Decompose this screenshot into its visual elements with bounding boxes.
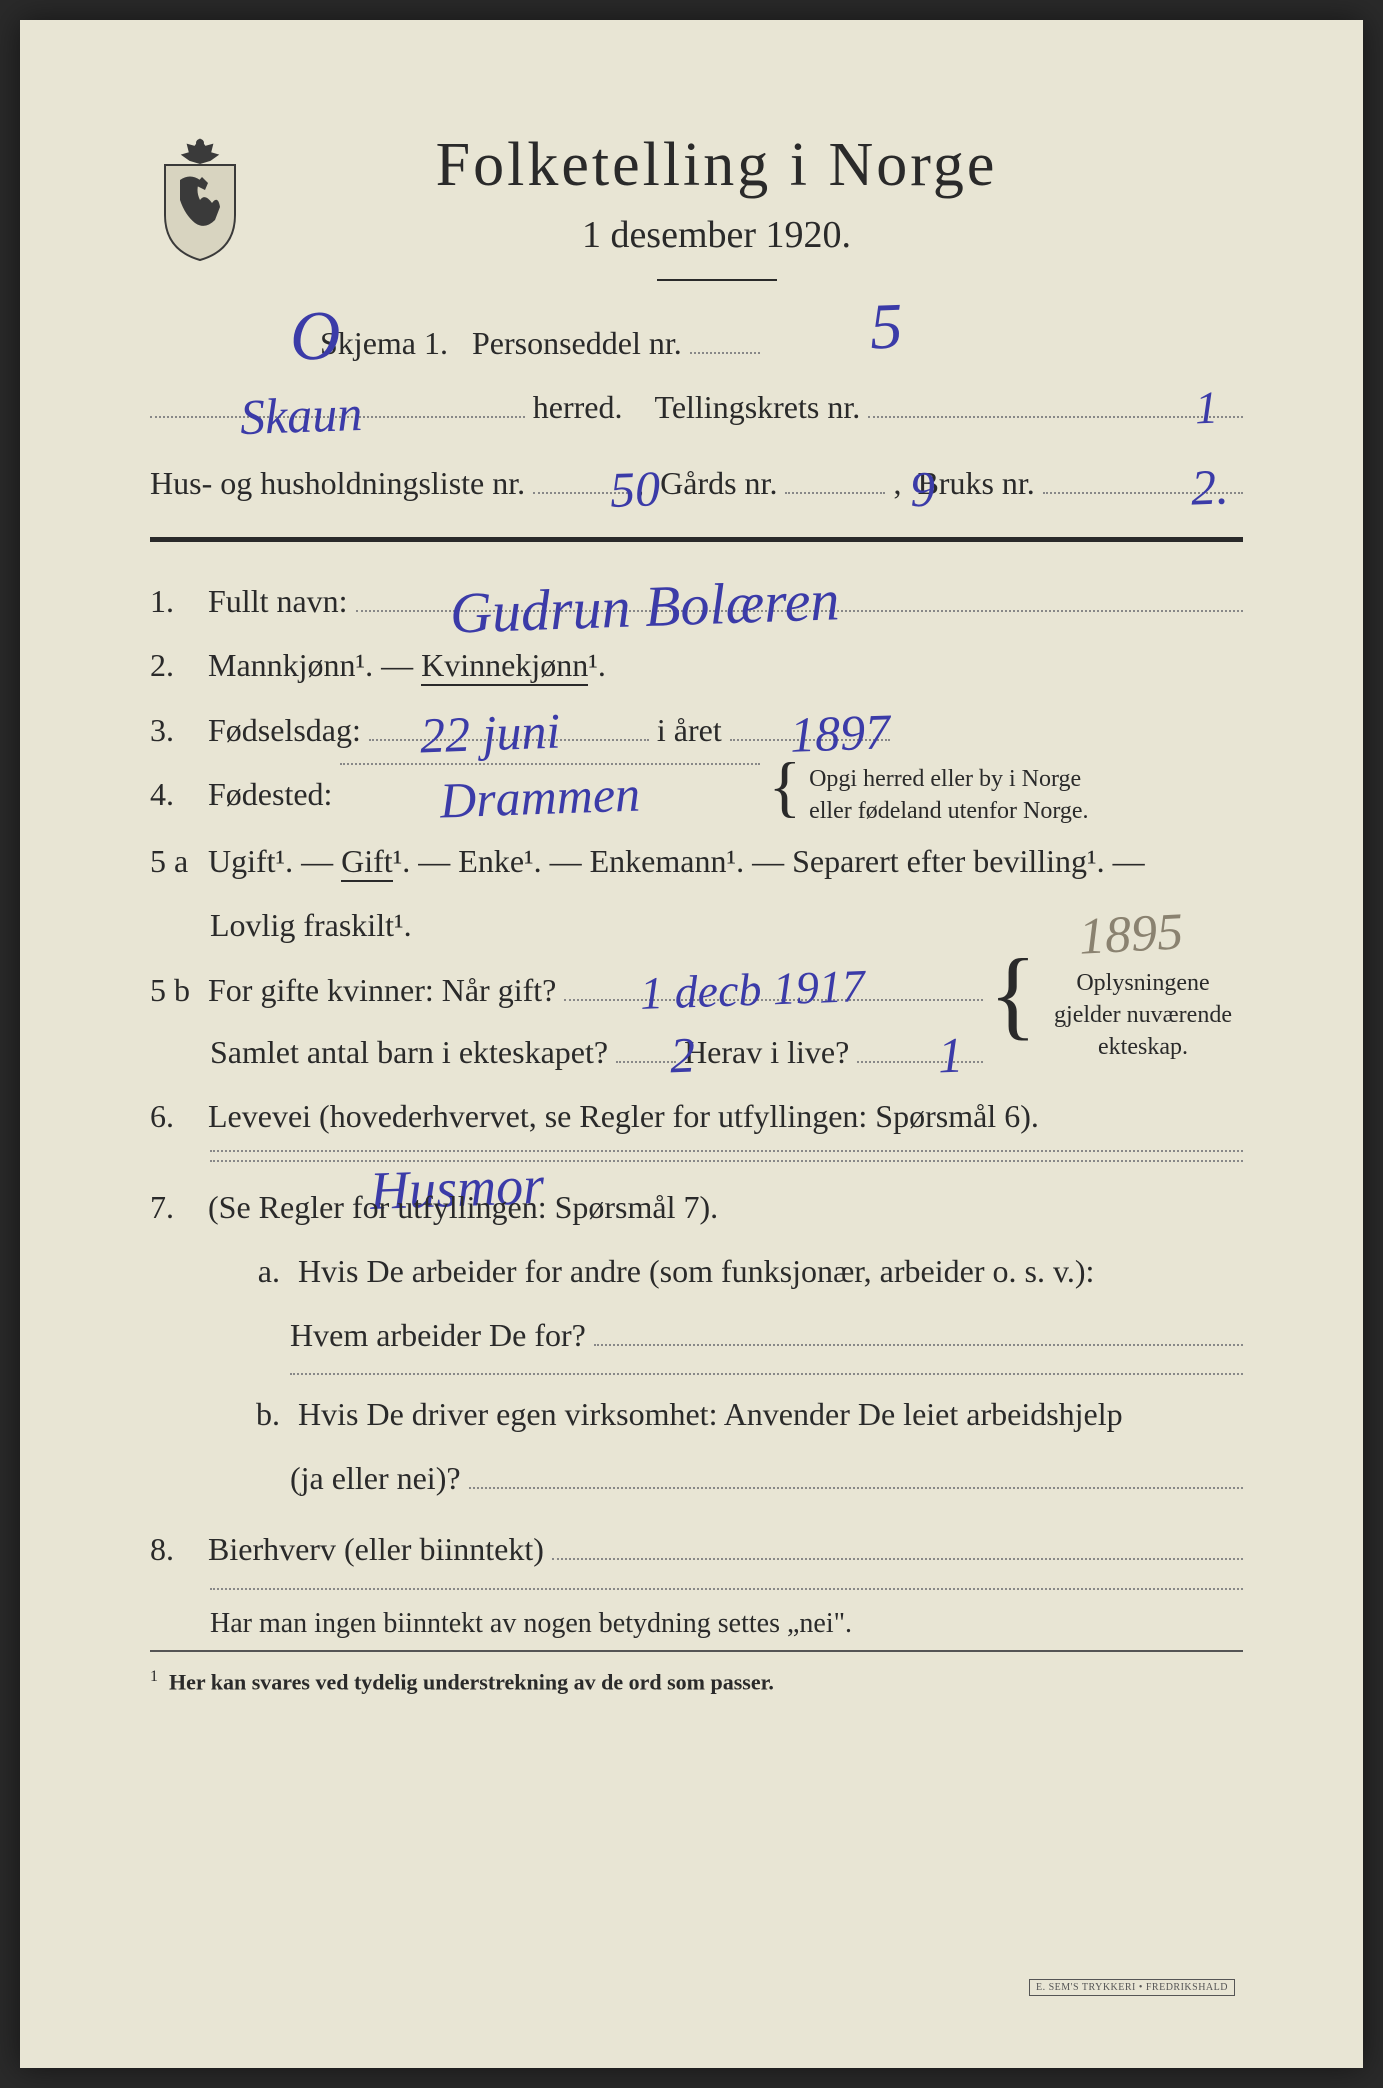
brace-icon: {: [768, 763, 801, 811]
q3-label: Fødselsdag:: [208, 699, 361, 761]
q7b-label: Hvis De driver egen virksomhet: Anvender…: [298, 1396, 1123, 1432]
hus-liste-label: Hus- og husholdningsliste nr.: [150, 448, 525, 518]
q7-row: 7. (Se Regler for utfyllingen: Spørsmål …: [150, 1176, 1243, 1238]
q8-field: [552, 1558, 1243, 1560]
q8-label: Bierhverv (eller biinntekt): [208, 1518, 544, 1580]
q4-note: Opgi herred eller by i Norge eller fødel…: [809, 763, 1088, 828]
q8-num: 8.: [150, 1518, 200, 1580]
q5b-note: Oplysningene gjelder nuværende ekteskap.: [1043, 959, 1243, 1064]
q5a-row1: 5 a Ugift¹. — Gift¹. — Enke¹. — Enkemann…: [150, 830, 1243, 892]
q7a-field: [594, 1344, 1243, 1346]
q7-num: 7.: [150, 1176, 200, 1238]
q7b-num: b.: [240, 1383, 290, 1445]
q3-year-label: i året: [657, 699, 722, 761]
personseddel-value: 5: [869, 289, 904, 365]
q6-num: 6.: [150, 1085, 200, 1147]
q5a-options: Ugift¹. —: [208, 843, 341, 879]
q4-row: 4. Fødested: Drammen { Opgi herred eller…: [150, 763, 1243, 828]
footer-note: Har man ingen biinntekt av nogen betydni…: [150, 1608, 1243, 1640]
tellingskrets-field: [868, 416, 1243, 418]
q7a-label: Hvis De arbeider for andre (som funksjon…: [298, 1253, 1094, 1289]
q7a-q-row: Hvem arbeider De for?: [150, 1304, 1243, 1366]
herred-label: herred.: [533, 372, 623, 442]
q5b-label1: For gifte kvinner: Når gift?: [208, 959, 556, 1021]
footnote-text: Her kan svares ved tydelig understreknin…: [169, 1669, 774, 1694]
q2-num: 2.: [150, 634, 200, 696]
q5a-line2: Lovlig fraskilt¹.: [210, 907, 412, 943]
q5b-row1: 5 b For gifte kvinner: Når gift? 1 decb …: [150, 959, 1243, 1084]
q5a-rest: ¹. — Enke¹. — Enkemann¹. — Separert efte…: [393, 843, 1145, 879]
q5b-note1: Oplysningene: [1076, 970, 1209, 996]
personseddel-label: Personseddel nr.: [472, 325, 682, 361]
hus-liste-value: 50: [608, 434, 662, 546]
form-meta-line3: Hus- og husholdningsliste nr. 50, Gårds …: [150, 448, 1243, 518]
q5b-label3: Herav i live?: [684, 1021, 849, 1083]
q7a-blank: [150, 1373, 1243, 1375]
q1-label: Fullt navn:: [208, 570, 348, 632]
q3-row: 3. Fødselsdag: 22 juni i året 1897: [150, 699, 1243, 761]
q7a-row: a. Hvis De arbeider for andre (som funks…: [150, 1240, 1243, 1302]
q5b-note2: gjelder nuværende: [1054, 1002, 1232, 1028]
header: Folketelling i Norge 1 desember 1920.: [150, 130, 1243, 307]
q2-sup: ¹.: [588, 647, 606, 683]
q7b-q: (ja eller nei)?: [290, 1447, 461, 1509]
q3-num: 3.: [150, 699, 200, 761]
q4-label: Fødested:: [208, 763, 332, 825]
q6-label: Levevei (hovederhvervet, se Regler for u…: [208, 1098, 1039, 1134]
subtitle: 1 desember 1920.: [280, 213, 1153, 257]
q7b-field: [469, 1487, 1243, 1489]
q7b-row: b. Hvis De driver egen virksomhet: Anven…: [150, 1383, 1243, 1445]
bruks-value: 2.: [1189, 432, 1230, 543]
tellingskrets-label: Tellingskrets nr.: [655, 372, 861, 442]
gards-label: Gårds nr.: [660, 448, 777, 518]
q6-field2: [210, 1160, 1243, 1162]
q5b-num: 5 b: [150, 959, 200, 1021]
q5a-gift: Gift: [341, 843, 393, 882]
q6-field: [210, 1150, 1243, 1152]
q4-note2: eller fødeland utenfor Norge.: [809, 798, 1088, 824]
divider: [657, 279, 777, 281]
q5a-num: 5 a: [150, 830, 200, 892]
q8-row: 8. Bierhverv (eller biinntekt): [150, 1518, 1243, 1580]
q5b-note3: ekteskap.: [1098, 1034, 1188, 1060]
q7a-num: a.: [240, 1240, 290, 1302]
q4-num: 4.: [150, 763, 200, 825]
thick-rule: [150, 537, 1243, 542]
census-form-page: Folketelling i Norge 1 desember 1920. O …: [20, 20, 1363, 2068]
q4-note1: Opgi herred eller by i Norge: [809, 766, 1081, 792]
personseddel-field: [690, 352, 760, 354]
form-meta-line2: Skaun herred. Tellingskrets nr. 1: [150, 372, 1243, 442]
q6-value-row: Husmor: [150, 1150, 1243, 1152]
q6-row: 6. Levevei (hovederhvervet, se Regler fo…: [150, 1085, 1243, 1147]
brace-icon: {: [989, 959, 1037, 1029]
footnote-num: 1: [150, 1668, 158, 1685]
q8-blank: [150, 1588, 1243, 1590]
foot-rule: [150, 1650, 1243, 1652]
gards-value: 9: [908, 434, 937, 545]
coat-of-arms-icon: [150, 135, 250, 265]
form-meta-line1: O Skjema 1. Personseddel nr. 5: [150, 325, 1243, 362]
q5b-barn-field: [616, 1061, 676, 1063]
q2-kvinne: Kvinnekjønn: [421, 647, 588, 686]
title-block: Folketelling i Norge 1 desember 1920.: [280, 130, 1243, 307]
q2-label: Mannkjønn¹. —: [208, 647, 421, 683]
q5b-live-field: [857, 1061, 983, 1063]
main-title: Folketelling i Norge: [280, 130, 1153, 201]
q2-row: 2. Mannkjønn¹. — Kvinnekjønn¹.: [150, 634, 1243, 696]
printer-mark: E. SEM'S TRYKKERI • FREDRIKSHALD: [1029, 1979, 1235, 1996]
gards-field: [785, 492, 885, 494]
footnote: 1 Her kan svares ved tydelig understrekn…: [150, 1668, 1243, 1695]
q1-row: 1. Fullt navn: Gudrun Bolæren: [150, 570, 1243, 632]
q7a-q: Hvem arbeider De for?: [290, 1304, 586, 1366]
q6-blank: [150, 1160, 1243, 1162]
q1-num: 1.: [150, 570, 200, 632]
q7a-field2: [290, 1373, 1243, 1375]
q5b-label2: Samlet antal barn i ekteskapet?: [210, 1021, 608, 1083]
q8-field2: [210, 1588, 1243, 1590]
q7b-q-row: (ja eller nei)?: [150, 1447, 1243, 1509]
q7-label: (Se Regler for utfyllingen: Spørsmål 7).: [208, 1189, 718, 1225]
